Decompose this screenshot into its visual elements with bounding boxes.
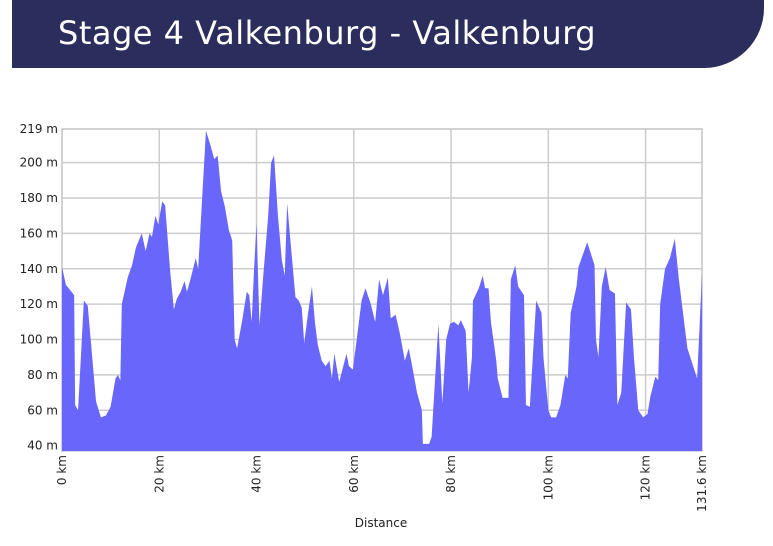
header-banner: Stage 4 Valkenburg - Valkenburg	[12, 0, 764, 68]
x-tick-label: 60 km	[347, 455, 361, 493]
x-axis-title: Distance	[355, 516, 407, 530]
x-tick-label: 20 km	[152, 455, 166, 493]
y-tick-label: 40 m	[27, 439, 58, 453]
x-tick-label: 80 km	[444, 455, 458, 493]
y-tick-label: 140 m	[20, 262, 58, 276]
y-tick-label: 200 m	[20, 156, 58, 170]
x-tick-label: 0 km	[55, 455, 69, 485]
y-tick-label: 120 m	[20, 297, 58, 311]
x-tick-label: 131.6 km	[695, 455, 709, 512]
elevation-area	[62, 130, 702, 451]
x-tick-label: 120 km	[639, 455, 653, 500]
y-tick-label: 160 m	[20, 226, 58, 240]
y-tick-label: 180 m	[20, 191, 58, 205]
y-tick-label: 100 m	[20, 333, 58, 347]
page-title: Stage 4 Valkenburg - Valkenburg	[58, 14, 597, 52]
y-tick-label: 219 m	[20, 122, 58, 136]
x-tick-label: 100 km	[541, 455, 555, 500]
y-tick-label: 80 m	[27, 368, 58, 382]
x-tick-label: 40 km	[250, 455, 264, 493]
y-tick-label: 60 m	[27, 403, 58, 417]
